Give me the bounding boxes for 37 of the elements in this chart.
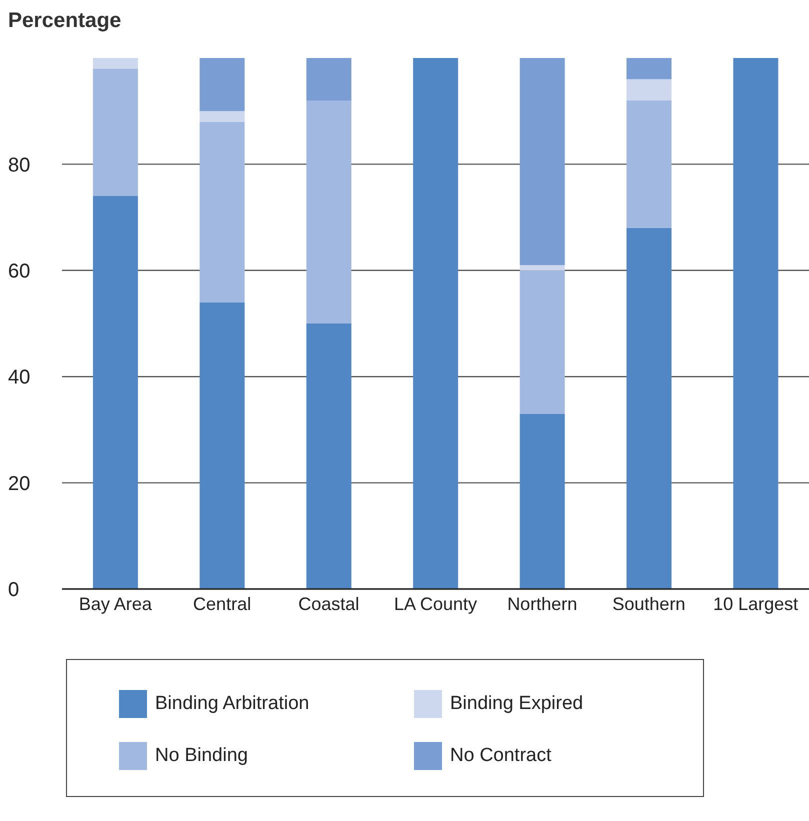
y-tick-label: 40 <box>8 366 30 389</box>
bar <box>626 79 672 100</box>
y-axis-title: Percentage <box>8 8 122 34</box>
bar <box>520 270 565 414</box>
bar <box>733 58 778 589</box>
bar <box>200 122 245 302</box>
bar <box>92 68 138 196</box>
bar <box>626 228 672 589</box>
x-tick-label: Central <box>193 594 252 614</box>
bar <box>626 100 672 228</box>
bar <box>520 265 565 270</box>
legend-label: No Binding <box>155 745 248 767</box>
x-tick-label: 10 Largest <box>713 594 798 614</box>
bar <box>200 58 245 112</box>
bar <box>413 58 458 589</box>
y-tick-label: 80 <box>8 154 30 176</box>
bar <box>306 100 352 324</box>
bar <box>306 58 352 100</box>
bar <box>520 414 565 589</box>
y-tick-label: 0 <box>8 579 20 602</box>
x-tick-label: Bay Area <box>78 594 153 614</box>
bar <box>520 58 565 266</box>
x-tick-label: Northern <box>507 594 578 614</box>
legend-label: Binding Arbitration <box>155 693 310 715</box>
bar <box>306 324 352 589</box>
bar <box>200 111 245 122</box>
x-tick-label: Southern <box>612 594 686 614</box>
bar <box>92 196 138 589</box>
bar <box>200 302 245 589</box>
y-tick-label: 60 <box>8 260 30 282</box>
x-tick-label: LA County <box>394 594 478 614</box>
legend-label: Binding Expired <box>450 693 584 715</box>
bar <box>92 58 138 69</box>
y-tick-label: 20 <box>8 472 30 495</box>
bar <box>626 58 672 80</box>
x-tick-label: Coastal <box>298 594 360 614</box>
legend-label: No Contract <box>450 745 552 767</box>
